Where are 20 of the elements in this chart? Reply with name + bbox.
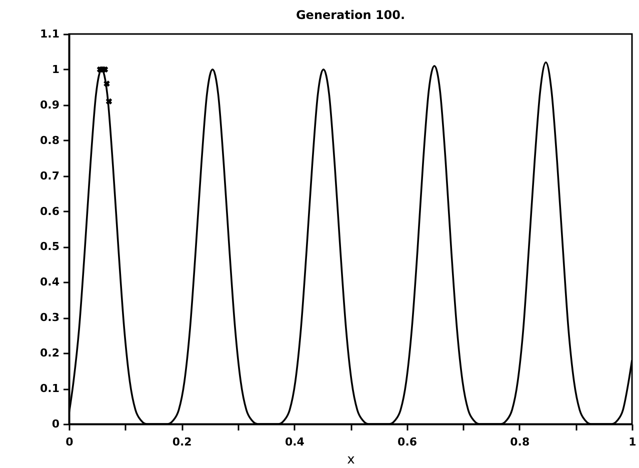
x-tick-label: 0.2	[172, 436, 192, 448]
y-tick-label: 0.9	[40, 98, 60, 112]
x-tick-label: 0	[66, 436, 74, 448]
x-tick-label: 1	[628, 436, 636, 448]
chart-title: Generation 100.	[296, 8, 406, 22]
x-tick-label: 0.8	[510, 436, 530, 448]
y-tick-label: 1.1	[40, 28, 60, 40]
x-tick-label: 0.6	[398, 436, 418, 448]
y-tick-label: 0.7	[40, 169, 60, 182]
x-axis-title: x	[347, 452, 356, 468]
y-tick-label: 0.5	[40, 240, 60, 254]
y-tick-label: 0.1	[40, 382, 60, 396]
y-tick-label: 0	[52, 418, 60, 430]
y-tick-label: 0.8	[40, 134, 60, 147]
y-tick-label: 0.2	[40, 346, 60, 360]
y-tick-label: 1	[52, 62, 60, 76]
y-tick-label: 0.6	[40, 204, 60, 218]
y-tick-label: 0.3	[40, 311, 60, 324]
x-tick-label: 0.4	[284, 436, 305, 448]
y-tick-label: 0.4	[40, 276, 60, 289]
